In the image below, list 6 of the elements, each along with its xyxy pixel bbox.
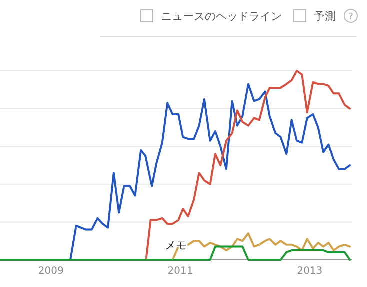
text: ニュースのヘッドライン (161, 10, 282, 23)
x-tick-label: 2011 (168, 266, 194, 277)
x-tick-label: 2013 (297, 266, 323, 277)
text: 予測 (314, 10, 336, 23)
help-icon: ? (344, 9, 358, 23)
x-tick-label: 2009 (38, 266, 64, 277)
